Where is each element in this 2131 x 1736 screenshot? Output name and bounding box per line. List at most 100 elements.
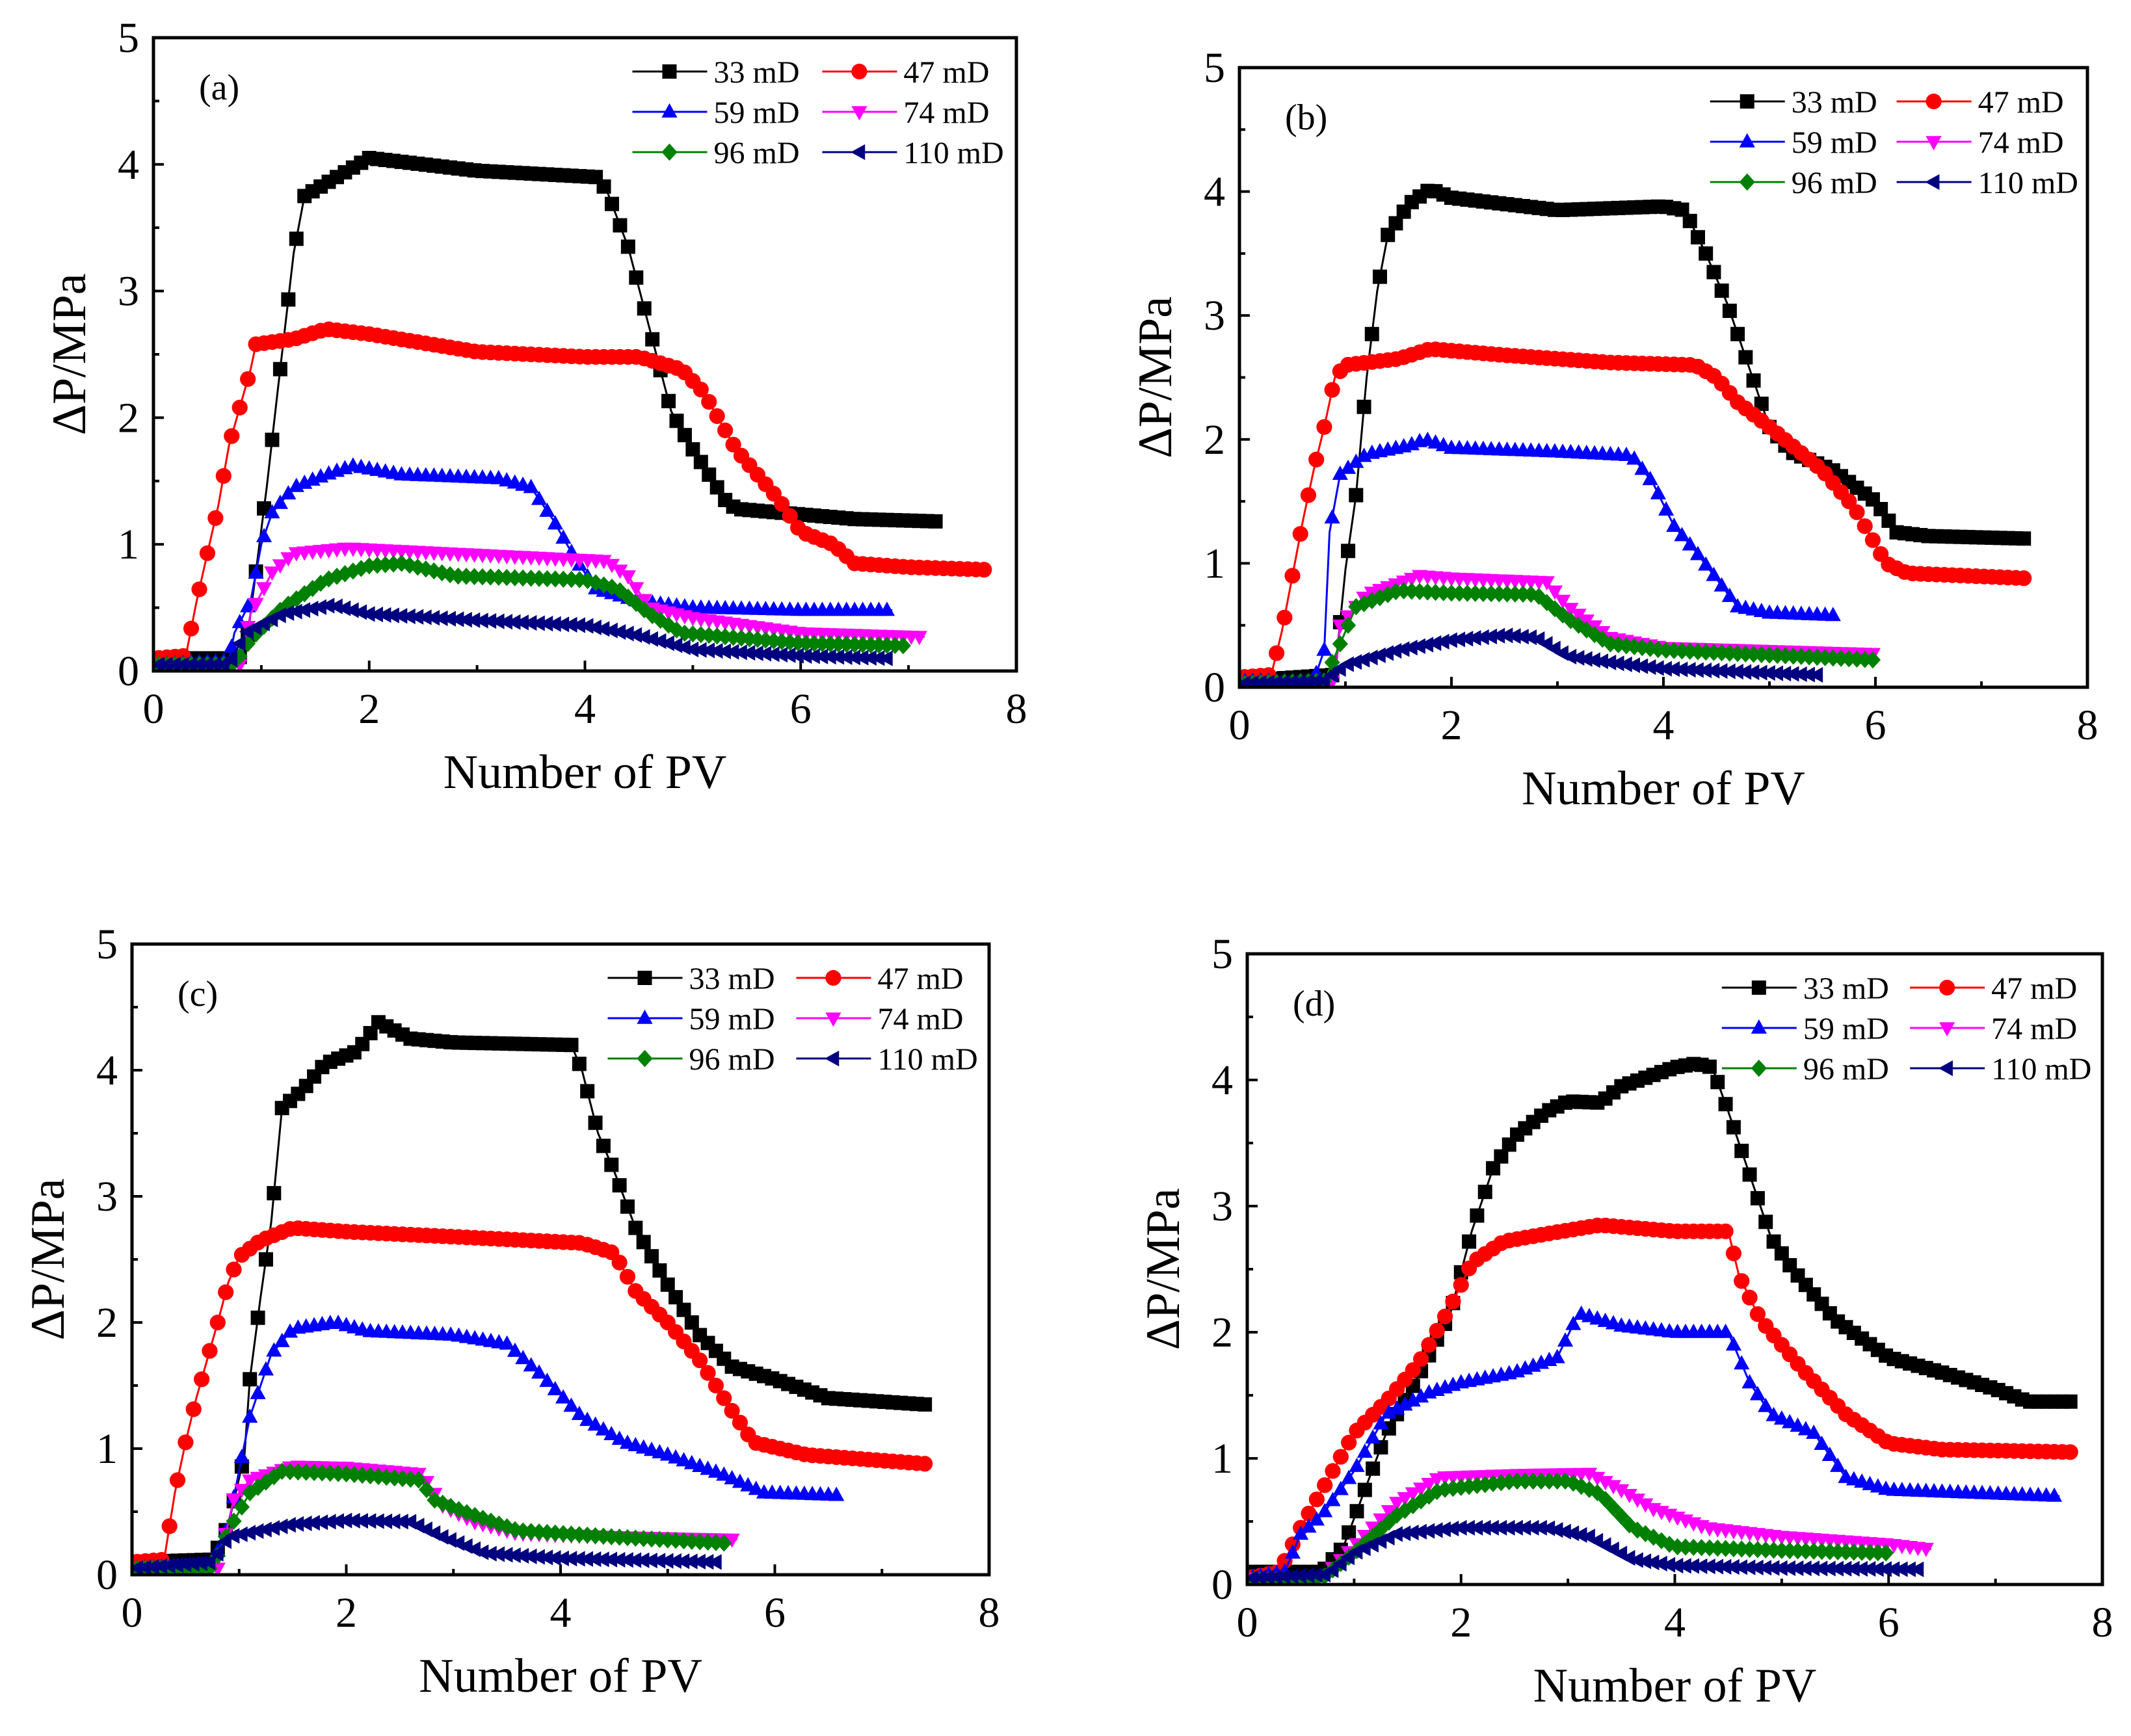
marker-triangle-up <box>571 1406 587 1421</box>
legend-label: 74 mD <box>1978 125 2064 160</box>
marker-triangle-left <box>691 1553 706 1570</box>
legend-label: 74 mD <box>877 1002 963 1036</box>
marker-square <box>1486 1161 1501 1176</box>
marker-triangle-left <box>1837 1560 1852 1577</box>
y-tick-label: 0 <box>1204 664 1225 711</box>
marker-triangle-left <box>1572 1527 1587 1543</box>
marker-triangle-up <box>282 1323 298 1338</box>
marker-diamond <box>393 555 410 572</box>
marker-square <box>709 480 724 495</box>
marker-square <box>1751 980 1766 995</box>
x-tick-label: 4 <box>1664 1599 1686 1646</box>
marker-triangle-left <box>854 650 869 666</box>
marker-triangle-left <box>1516 1519 1531 1536</box>
marker-triangle-left <box>1845 1560 1860 1577</box>
marker-triangle-left <box>393 1514 408 1530</box>
marker-triangle-left <box>1652 1555 1667 1572</box>
marker-triangle-left <box>1829 1560 1844 1577</box>
marker-diamond <box>830 635 847 653</box>
marker-diamond <box>1403 583 1420 600</box>
marker-square <box>1754 397 1769 412</box>
marker-triangle-up <box>661 103 678 118</box>
marker-triangle-left <box>825 1050 840 1067</box>
marker-triangle-down <box>1546 585 1563 600</box>
marker-triangle-left <box>297 1515 312 1532</box>
marker-circle <box>1849 504 1865 520</box>
marker-triangle-left <box>619 625 634 642</box>
marker-square <box>1349 1504 1364 1519</box>
marker-triangle-down <box>256 582 272 597</box>
marker-square <box>1881 513 1896 528</box>
marker-triangle-left <box>1725 1558 1740 1575</box>
marker-triangle-up <box>499 1335 515 1350</box>
marker-square <box>1714 283 1729 298</box>
marker-triangle-left <box>765 646 780 663</box>
marker-triangle-left <box>249 1523 264 1540</box>
marker-triangle-left <box>225 1528 240 1544</box>
marker-circle <box>178 1434 194 1451</box>
legend-item: 47 mD <box>822 55 989 90</box>
marker-square <box>629 270 644 285</box>
series-110-mD <box>153 598 893 671</box>
marker-triangle-left <box>457 612 472 628</box>
marker-square <box>1470 1208 1485 1223</box>
marker-triangle-left <box>1500 1519 1515 1536</box>
marker-triangle-down <box>603 559 620 573</box>
marker-triangle-left <box>1451 631 1466 648</box>
marker-square <box>580 1084 595 1099</box>
marker-square <box>702 467 717 482</box>
marker-diamond <box>499 569 515 586</box>
marker-circle <box>700 1365 716 1381</box>
marker-triangle-left <box>1760 664 1775 681</box>
marker-circle <box>1445 1293 1461 1309</box>
marker-square <box>928 514 943 529</box>
marker-triangle-up <box>1634 460 1650 475</box>
marker-triangle-left <box>659 635 674 651</box>
legend: 33 mD 47 mD 59 mD 74 mD 96 mD 110 mD <box>1721 971 2091 1086</box>
marker-triangle-up <box>1324 509 1340 524</box>
marker-triangle-down <box>1581 1467 1598 1482</box>
marker-triangle-down <box>911 631 927 646</box>
marker-circle <box>161 1518 178 1534</box>
marker-triangle-left <box>587 619 602 636</box>
marker-triangle-up <box>1666 518 1682 533</box>
marker-triangle-up <box>242 1408 258 1423</box>
marker-triangle-down <box>628 582 644 597</box>
marker-circle <box>209 1314 226 1331</box>
marker-triangle-left <box>1753 664 1767 681</box>
marker-triangle-left <box>384 607 399 624</box>
marker-circle <box>224 428 240 444</box>
marker-triangle-left <box>386 1513 401 1530</box>
marker-triangle-up <box>1830 1457 1846 1472</box>
marker-diamond <box>1517 1472 1533 1490</box>
marker-diamond <box>507 569 523 586</box>
marker-circle <box>1864 532 1881 548</box>
marker-triangle-up <box>1332 1480 1349 1495</box>
marker-triangle-left <box>336 600 351 616</box>
marker-triangle-left <box>530 1549 545 1565</box>
x-tick-label: 2 <box>1450 1599 1472 1646</box>
marker-diamond <box>708 1534 724 1551</box>
marker-circle <box>1292 526 1308 542</box>
marker-circle <box>2016 570 2032 586</box>
marker-triangle-left <box>522 1548 537 1564</box>
marker-square <box>612 1178 627 1193</box>
marker-square <box>613 218 628 233</box>
marker-square <box>588 1115 603 1130</box>
marker-diamond <box>330 1465 347 1482</box>
series-group <box>1239 183 2032 687</box>
marker-triangle-left <box>838 649 853 665</box>
marker-square <box>604 1157 619 1172</box>
marker-square <box>258 1252 273 1267</box>
marker-diamond <box>571 1526 587 1544</box>
marker-square <box>257 501 272 516</box>
marker-triangle-left <box>296 602 311 618</box>
marker-triangle-left <box>265 1519 280 1536</box>
x-tick-label: 6 <box>1878 1599 1899 1646</box>
marker-diamond <box>659 1531 676 1549</box>
marker-triangle-left <box>1721 663 1736 679</box>
marker-diamond <box>1602 635 1619 653</box>
series-47-mD <box>1239 341 2032 685</box>
marker-triangle-left <box>144 1558 159 1575</box>
marker-triangle-up <box>1698 556 1714 571</box>
